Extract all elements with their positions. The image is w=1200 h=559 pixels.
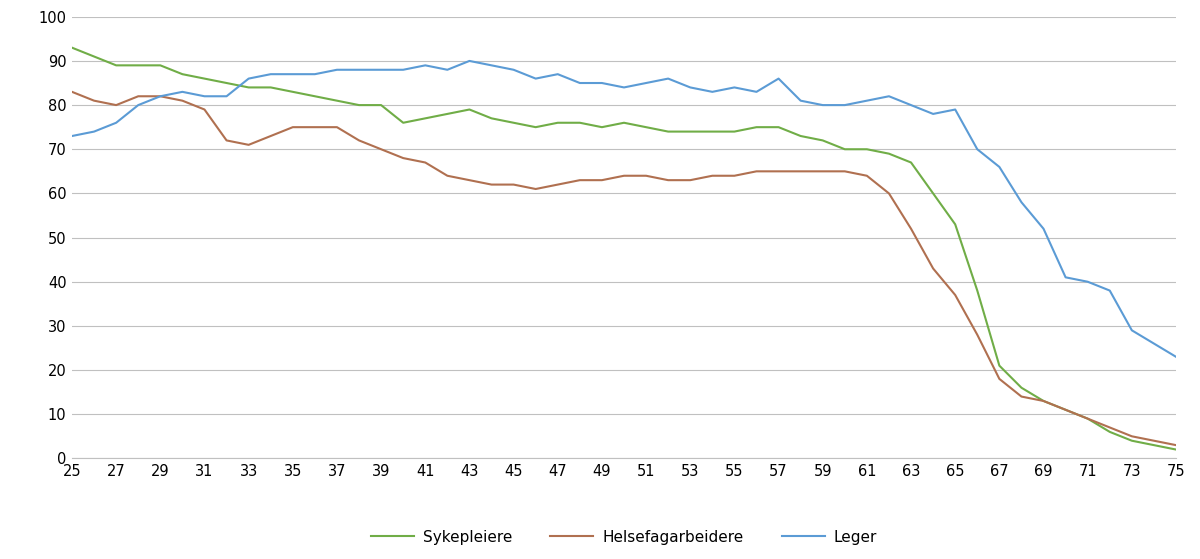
Leger bbox=[396, 67, 410, 73]
Leger bbox=[307, 71, 322, 78]
Line: Leger: Leger bbox=[72, 61, 1176, 357]
Legend: Sykepleiere, Helsefagarbeidere, Leger: Sykepleiere, Helsefagarbeidere, Leger bbox=[365, 523, 883, 551]
Leger bbox=[882, 93, 896, 100]
Sykepleiere bbox=[859, 146, 874, 153]
Leger bbox=[462, 58, 476, 64]
Line: Helsefagarbeidere: Helsefagarbeidere bbox=[72, 92, 1176, 445]
Leger bbox=[418, 62, 432, 69]
Helsefagarbeidere bbox=[1147, 437, 1162, 444]
Sykepleiere bbox=[418, 115, 432, 122]
Sykepleiere bbox=[793, 132, 808, 139]
Helsefagarbeidere bbox=[793, 168, 808, 174]
Sykepleiere bbox=[396, 120, 410, 126]
Leger bbox=[816, 102, 830, 108]
Helsefagarbeidere bbox=[859, 172, 874, 179]
Sykepleiere bbox=[1169, 446, 1183, 453]
Sykepleiere bbox=[1147, 442, 1162, 448]
Sykepleiere bbox=[307, 93, 322, 100]
Leger bbox=[65, 132, 79, 139]
Sykepleiere bbox=[65, 44, 79, 51]
Helsefagarbeidere bbox=[65, 88, 79, 95]
Helsefagarbeidere bbox=[307, 124, 322, 130]
Line: Sykepleiere: Sykepleiere bbox=[72, 48, 1176, 449]
Helsefagarbeidere bbox=[1169, 442, 1183, 448]
Leger bbox=[1169, 353, 1183, 360]
Helsefagarbeidere bbox=[418, 159, 432, 166]
Helsefagarbeidere bbox=[396, 155, 410, 162]
Leger bbox=[1147, 340, 1162, 347]
